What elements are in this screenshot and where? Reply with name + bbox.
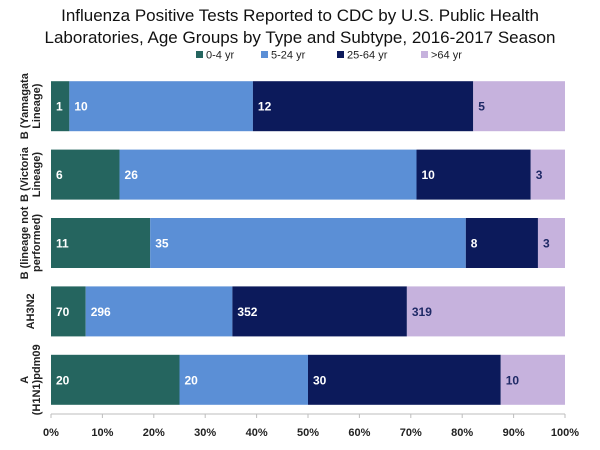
bar-segment-2-3 (537, 218, 565, 268)
legend-swatch-0 (196, 51, 203, 58)
data-label-4-2: 30 (313, 373, 327, 387)
legend-label-3: >64 yr (431, 50, 462, 62)
x-tick-label-4: 40% (246, 427, 268, 439)
category-label-4: A(H1N1)pdm09 (19, 344, 43, 415)
category-label-3: AH3N2 (25, 293, 37, 329)
bar-segment-2-1 (150, 218, 466, 268)
bar-segment-1-0 (51, 149, 120, 200)
data-label-1-2: 10 (422, 168, 436, 182)
category-label-2: B (lineage notperformed) (19, 206, 43, 279)
category-label-line-2-0: B (lineage not (19, 206, 31, 279)
bar-segment-1-3 (530, 149, 565, 200)
data-label-3-2: 352 (237, 305, 257, 319)
bar-segment-4-1 (179, 354, 308, 405)
x-tick-label-8: 80% (451, 427, 473, 439)
data-label-2-2: 8 (471, 237, 478, 251)
chart-title-line-2: Laboratories, Age Groups by Type and Sub… (44, 28, 556, 47)
data-label-2-0: 11 (56, 237, 69, 251)
bar-segment-3-3 (406, 286, 565, 337)
category-label-line-0-1: Lineage) (31, 83, 43, 129)
x-tick-label-9: 90% (503, 427, 525, 439)
x-tick-label-7: 70% (400, 427, 422, 439)
category-label-line-4-0: A (19, 376, 31, 384)
bar-segment-3-1 (85, 286, 233, 337)
legend-swatch-1 (261, 51, 268, 58)
bar-segment-4-2 (308, 354, 501, 405)
x-tick-label-1: 10% (91, 427, 113, 439)
bar-segment-0-2 (252, 81, 474, 132)
x-tick-label-10: 100% (551, 427, 579, 439)
bar-segment-2-2 (465, 218, 538, 268)
category-label-line-2-1: performed) (31, 214, 43, 272)
bar-segment-0-3 (473, 81, 565, 132)
x-tick-label-6: 60% (348, 427, 370, 439)
legend-label-1: 5-24 yr (271, 50, 306, 62)
data-label-1-0: 6 (56, 168, 63, 182)
bar-segment-2-0 (51, 218, 151, 268)
category-label-line-1-0: B (Victoria (19, 146, 31, 202)
data-label-3-1: 296 (91, 305, 111, 319)
data-label-4-1: 20 (185, 373, 199, 387)
category-label-0: B (YamagataLineage) (19, 72, 43, 139)
chart-title-line-1: Influenza Positive Tests Reported to CDC… (61, 6, 539, 25)
data-label-0-1: 10 (74, 100, 88, 114)
bar-segment-1-2 (416, 149, 531, 200)
bar-segment-0-1 (69, 81, 253, 132)
bar-segment-1-1 (119, 149, 417, 200)
x-tick-label-3: 30% (194, 427, 216, 439)
data-label-4-0: 20 (56, 373, 70, 387)
bar-segment-3-0 (51, 286, 86, 337)
legend-label-0: 0-4 yr (206, 50, 234, 62)
category-label-line-3-0: AH3N2 (25, 293, 37, 329)
bar-segment-3-2 (232, 286, 407, 337)
x-tick-label-5: 50% (297, 427, 319, 439)
data-label-2-1: 35 (155, 237, 169, 251)
data-label-3-3: 319 (412, 305, 432, 319)
data-label-3-0: 70 (56, 305, 70, 319)
legend-swatch-3 (421, 51, 428, 58)
data-label-0-3: 5 (478, 100, 485, 114)
legend-label-2: 25-64 yr (347, 50, 388, 62)
x-tick-label-0: 0% (43, 427, 59, 439)
x-tick-label-2: 20% (143, 427, 165, 439)
data-label-0-2: 12 (258, 100, 272, 114)
data-label-4-3: 10 (506, 373, 520, 387)
data-label-0-0: 1 (56, 100, 63, 114)
data-label-1-3: 3 (536, 168, 543, 182)
category-label-line-0-0: B (Yamagata (19, 72, 31, 139)
category-label-line-1-1: Lineage) (31, 152, 43, 198)
bar-segment-4-3 (500, 354, 565, 405)
legend-swatch-2 (337, 51, 344, 58)
data-label-2-3: 3 (543, 237, 550, 251)
bar-segment-4-0 (51, 354, 180, 405)
data-label-1-1: 26 (125, 168, 139, 182)
category-label-line-4-1: (H1N1)pdm09 (31, 344, 43, 415)
bar-segment-0-0 (51, 81, 70, 132)
category-label-1: B (VictoriaLineage) (19, 146, 43, 202)
